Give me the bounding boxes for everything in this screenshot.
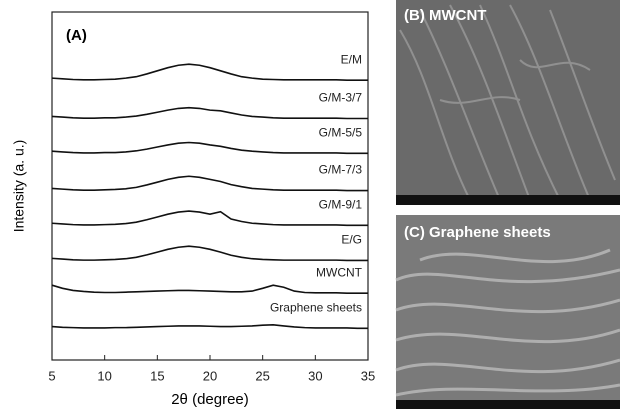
x-tick-label: 35 xyxy=(361,368,375,383)
sem-image-c: (C) Graphene sheets xyxy=(395,215,620,409)
x-tick-label: 20 xyxy=(203,368,217,383)
series-label: E/M xyxy=(341,52,362,66)
x-tick-label: 15 xyxy=(150,368,164,383)
series-line xyxy=(51,324,368,330)
x-axis-label: 2θ (degree) xyxy=(171,391,249,408)
series-line xyxy=(51,245,368,262)
x-tick-label: 10 xyxy=(97,368,111,383)
series-label: G/M-7/3 xyxy=(319,163,363,177)
sem-image-b: (B) MWCNT xyxy=(396,0,620,205)
y-axis-label: Intensity (a. u.) xyxy=(11,140,27,233)
series-label: G/M-5/5 xyxy=(319,125,363,139)
series-label: G/M-3/7 xyxy=(319,91,363,105)
series-label: Graphene sheets xyxy=(270,301,362,315)
series-line xyxy=(51,63,368,82)
series-line xyxy=(51,175,368,192)
x-tick-label: 25 xyxy=(255,368,269,383)
series-line xyxy=(51,210,368,227)
series-line xyxy=(51,141,368,155)
series-label: G/M-9/1 xyxy=(319,197,363,211)
chart-title: (A) xyxy=(66,27,87,44)
series-line xyxy=(51,106,368,120)
series-label: MWCNT xyxy=(316,265,363,279)
series-label: E/G xyxy=(341,233,362,247)
image-label: (B) MWCNT xyxy=(404,7,486,24)
image-label: (C) Graphene sheets xyxy=(404,224,551,241)
x-tick-label: 30 xyxy=(308,368,322,383)
series-line xyxy=(51,284,368,294)
x-tick-label: 5 xyxy=(48,368,55,383)
